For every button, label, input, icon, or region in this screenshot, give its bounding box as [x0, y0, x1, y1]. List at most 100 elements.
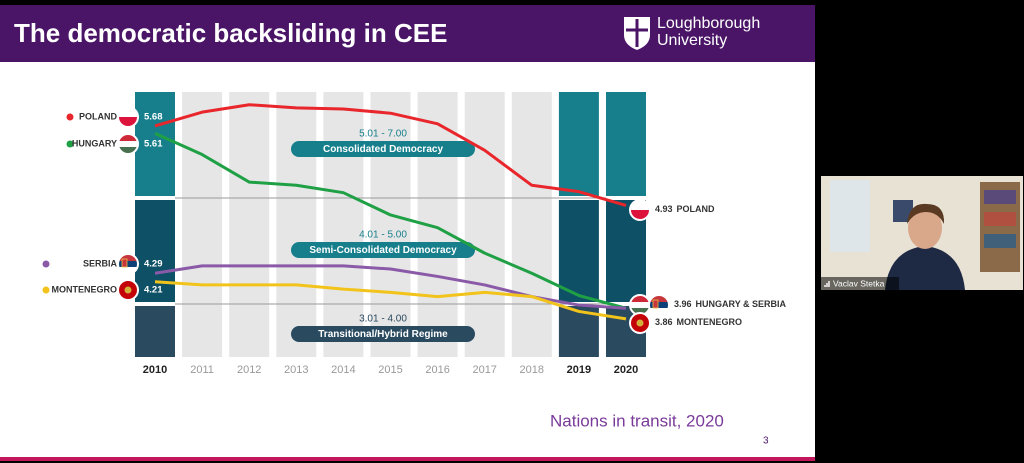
flag-stripe: [118, 141, 138, 147]
legend-dot: [42, 260, 50, 268]
flag-stripe: [649, 308, 669, 315]
band-range: 3.01 - 4.00: [359, 314, 407, 325]
band-name: Semi-Consolidated Democracy: [309, 245, 457, 256]
band-pill: [291, 242, 475, 258]
video-tile: Vaclav Stetka: [821, 176, 1023, 290]
flag-emblem: [124, 286, 132, 294]
series-line: [154, 103, 627, 207]
flag-fill: [118, 134, 138, 154]
flag: [648, 294, 670, 316]
flag-fill: [630, 295, 650, 315]
column: [511, 92, 552, 357]
band-pill: [291, 141, 475, 157]
flag-border: [117, 279, 139, 301]
flag-border: [648, 294, 670, 316]
column: [464, 92, 505, 357]
flag-stripe: [649, 302, 669, 308]
data-label: 4.21: [144, 285, 163, 296]
band-range: 4.01 - 5.00: [359, 230, 407, 241]
x-tick-label: 2012: [237, 364, 261, 376]
flag-stripe: [649, 295, 669, 302]
legend-label: POLAND: [79, 111, 118, 121]
logo-cross: [626, 19, 648, 47]
data-label: 4.93: [655, 204, 673, 214]
end-label: 3.86 MONTENEGRO: [655, 317, 742, 327]
flag-emblem: [652, 299, 659, 309]
flag-fill: [630, 200, 650, 220]
flag-border: [117, 106, 139, 128]
flag-stripe: [118, 134, 138, 141]
legend-dot: [66, 113, 74, 121]
legend-label: MONTENEGRO: [51, 284, 117, 294]
person-head: [908, 207, 942, 249]
flag-border: [117, 133, 139, 155]
flag-fill: [118, 107, 138, 127]
flag-stripe: [630, 200, 650, 210]
page-number: 3: [763, 436, 769, 447]
column-segment: [135, 200, 175, 302]
flag: [629, 312, 651, 334]
series-line: [154, 280, 627, 321]
flag-border: [117, 253, 139, 275]
x-tick-label: 2014: [331, 364, 355, 376]
logo-text: University: [657, 32, 727, 49]
flag-stripe: [118, 107, 138, 117]
data-label: 3.86: [655, 317, 673, 327]
x-tick-label: 2016: [425, 364, 449, 376]
person-body: [885, 246, 965, 290]
data-label: 3.96: [674, 299, 692, 309]
column-segment: [606, 92, 646, 196]
slide-header: [0, 5, 815, 62]
participant-name: Vaclav Stetka: [833, 278, 885, 288]
legend-dot: [42, 286, 50, 294]
flag-fill: [630, 313, 650, 333]
books: [984, 212, 1016, 226]
flag-emblem: [636, 319, 644, 327]
flag: [629, 199, 651, 221]
column-segment: [558, 200, 599, 302]
flag-stripe: [118, 117, 138, 127]
x-tick-label: 2013: [284, 364, 308, 376]
column-segment: [135, 306, 175, 357]
end-label-name: MONTENEGRO: [677, 317, 743, 327]
slide-caption: Nations in transit, 2020: [550, 411, 724, 430]
x-tick-label: 2010: [143, 364, 167, 376]
logo-text: Loughborough: [657, 15, 760, 32]
legend-dot: [66, 140, 74, 148]
band-name: Consolidated Democracy: [323, 144, 443, 155]
x-tick-label: 2011: [190, 364, 214, 376]
column: [182, 92, 223, 357]
column: [370, 92, 411, 357]
slide-footer-bar: [0, 457, 815, 461]
band-pill: [291, 326, 475, 342]
name-badge: [821, 277, 899, 290]
flag-emblem: [121, 258, 128, 268]
logo: Loughborough University: [624, 15, 760, 50]
end-label: 3.96 HUNGARY & SERBIA: [674, 299, 787, 309]
legend-label: HUNGARY: [72, 138, 117, 148]
flag-border: [629, 199, 651, 221]
band-name: Transitional/Hybrid Regime: [318, 329, 448, 340]
x-tick-label: 2017: [472, 364, 496, 376]
flag-fill: [649, 295, 669, 315]
flag-stripe: [118, 147, 138, 154]
flag-stripe: [630, 295, 650, 302]
flag-border: [629, 312, 651, 334]
window: [830, 180, 870, 252]
column-segment: [135, 92, 175, 196]
series-line: [154, 131, 627, 310]
signal-icon: [824, 281, 830, 287]
flag-stripe: [630, 302, 650, 308]
flag: [117, 279, 139, 301]
column: [229, 92, 270, 357]
flag-stripe: [118, 261, 138, 267]
chart: 2010 2011 2012 2013 2014 2015 2016 2017 2018 2019…: [42, 92, 787, 376]
end-label-name: POLAND: [677, 204, 716, 214]
flag: [117, 253, 139, 275]
column-segment: [558, 92, 599, 196]
series-line: [154, 264, 627, 310]
books: [984, 190, 1016, 204]
flag-fill: [118, 280, 138, 300]
